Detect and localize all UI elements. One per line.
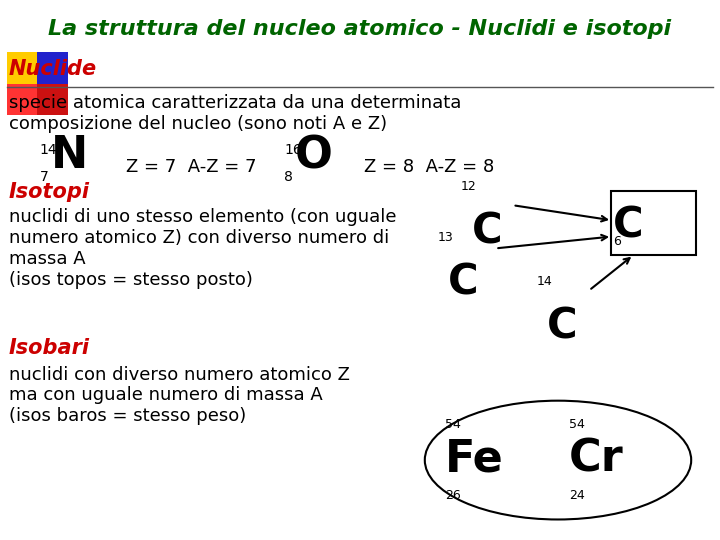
Text: 14: 14	[536, 275, 552, 288]
Bar	[611, 191, 696, 255]
Text: 54: 54	[569, 418, 585, 431]
Text: Isotopi: Isotopi	[9, 181, 89, 202]
Text: C: C	[547, 306, 578, 348]
Text: 7: 7	[40, 170, 48, 184]
Bar	[37, 52, 68, 84]
Text: 6: 6	[613, 235, 621, 248]
Text: nuclidi di uno stesso elemento (con uguale
numero atomico Z) con diverso numero : nuclidi di uno stesso elemento (con ugua…	[9, 208, 396, 289]
Text: La struttura del nucleo atomico - Nuclidi e isotopi: La struttura del nucleo atomico - Nuclid…	[48, 19, 672, 39]
Text: nuclidi con diverso numero atomico Z
ma con uguale numero di massa A
(isos baros: nuclidi con diverso numero atomico Z ma …	[9, 366, 349, 425]
Text: C: C	[472, 211, 503, 253]
Ellipse shape	[425, 401, 691, 519]
Text: 8: 8	[284, 170, 293, 184]
Text: 24: 24	[569, 489, 585, 502]
Text: 14: 14	[40, 143, 57, 157]
Text: 26: 26	[445, 489, 461, 502]
Text: Z = 8  A-Z = 8: Z = 8 A-Z = 8	[364, 158, 494, 177]
Text: Cr: Cr	[569, 437, 624, 481]
Text: C: C	[448, 261, 479, 303]
Text: Fe: Fe	[445, 437, 504, 481]
Text: 12: 12	[461, 180, 477, 193]
Bar	[37, 84, 68, 115]
Bar	[7, 84, 37, 115]
Text: 54: 54	[445, 418, 461, 431]
Text: N: N	[50, 134, 88, 177]
Text: specie atomica caratterizzata da una determinata
composizione del nucleo (sono n: specie atomica caratterizzata da una det…	[9, 94, 461, 133]
Bar	[7, 52, 37, 84]
Text: C: C	[613, 205, 644, 247]
Text: 13: 13	[438, 231, 454, 244]
Text: 16: 16	[284, 143, 302, 157]
Text: Z = 7  A-Z = 7: Z = 7 A-Z = 7	[126, 158, 256, 177]
Text: O: O	[295, 134, 333, 177]
Text: Isobari: Isobari	[9, 338, 89, 359]
Text: Nuclide: Nuclide	[9, 59, 96, 79]
